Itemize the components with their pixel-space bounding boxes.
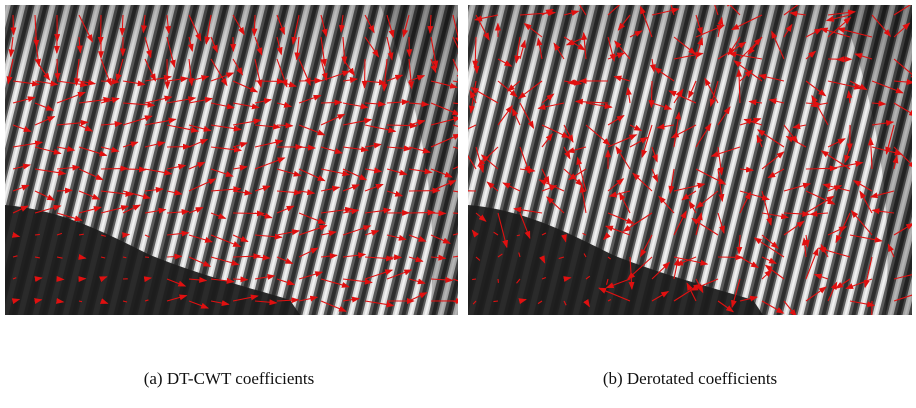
arrow bbox=[57, 59, 58, 80]
caption: (b) Derotated coefficients bbox=[603, 369, 777, 388]
arrow bbox=[35, 234, 40, 235]
panel-image bbox=[5, 5, 483, 315]
arrow bbox=[409, 212, 435, 213]
arrow bbox=[871, 301, 872, 336]
arrow bbox=[321, 102, 342, 103]
arrow bbox=[233, 213, 264, 214]
arrow bbox=[167, 256, 182, 257]
arrow bbox=[472, 279, 476, 280]
arrow bbox=[517, 235, 520, 236]
arrow bbox=[123, 169, 146, 170]
arrow bbox=[493, 301, 498, 302]
arrow bbox=[13, 15, 14, 34]
arrow bbox=[254, 15, 255, 36]
panel-image bbox=[449, 0, 916, 336]
arrow bbox=[57, 190, 72, 191]
caption: (a) DT-CWT coefficients bbox=[144, 369, 315, 388]
arrow bbox=[837, 59, 850, 60]
arrow bbox=[651, 81, 652, 107]
arrow bbox=[79, 301, 82, 302]
arrow bbox=[233, 279, 247, 280]
arrow bbox=[123, 234, 129, 235]
arrow bbox=[123, 257, 126, 258]
arrow bbox=[387, 125, 417, 126]
